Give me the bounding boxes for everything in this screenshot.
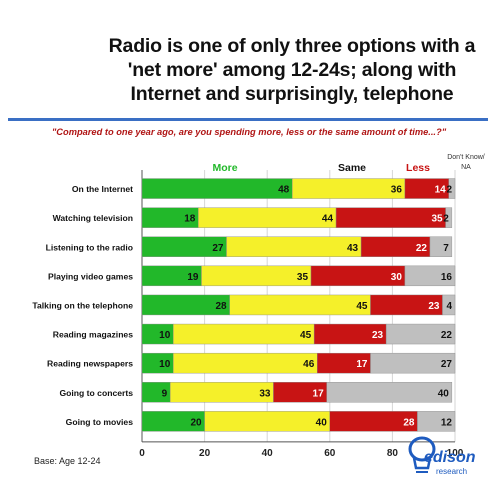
bar-segment	[385, 323, 456, 345]
bar-segment	[229, 294, 371, 316]
data-label: 36	[391, 185, 403, 196]
data-label: 7	[443, 243, 449, 254]
data-label: 30	[391, 272, 403, 283]
data-label: 28	[403, 417, 415, 428]
data-label: 48	[278, 185, 290, 196]
bar-segment	[169, 382, 274, 403]
data-label: 22	[441, 330, 453, 341]
bar-segment	[141, 178, 293, 199]
bar-segment	[442, 294, 456, 316]
title-line: 'net more' among 12-24s; along with	[127, 59, 457, 81]
legend-label: More	[212, 162, 237, 174]
bar-segment	[173, 323, 315, 345]
title-line: Internet and surprisingly, telephone	[130, 83, 454, 105]
category-label: Listening to the radio	[46, 242, 133, 252]
x-tick-label: 0	[139, 448, 145, 459]
data-label: 2	[443, 214, 449, 225]
data-label: 10	[159, 359, 171, 370]
data-label: 18	[184, 214, 196, 225]
bar-segment	[370, 352, 456, 374]
data-label: 27	[441, 359, 453, 370]
edison-logo: edison research	[408, 436, 476, 476]
data-label: 14	[435, 185, 447, 196]
data-label: 17	[356, 359, 368, 370]
bar-segment	[204, 411, 331, 432]
base-note: Base: Age 12-24	[34, 456, 101, 466]
category-label: Playing video games	[48, 271, 133, 281]
legend-label: Don't Know/	[447, 154, 485, 161]
bar-segment	[292, 178, 406, 199]
data-label: 10	[159, 330, 171, 341]
logo-sub: research	[436, 467, 467, 476]
data-label: 45	[300, 330, 312, 341]
bar-segment	[448, 178, 456, 199]
bar-segment	[417, 411, 456, 432]
data-label: 22	[416, 243, 428, 254]
data-label: 9	[162, 388, 168, 399]
data-label: 2	[446, 185, 452, 196]
data-label: 12	[441, 417, 453, 428]
bar-segment	[173, 352, 318, 374]
title-divider	[8, 118, 488, 121]
category-label: Going to movies	[66, 417, 134, 427]
bar-segment	[335, 207, 446, 228]
category-label: On the Internet	[72, 184, 133, 194]
data-label: 44	[322, 214, 334, 225]
logo-word: edison	[424, 449, 476, 466]
chart-title: Radio is one of only three options with …	[96, 34, 488, 106]
survey-question: "Compared to one year ago, are you spend…	[51, 127, 447, 137]
x-tick-label: 20	[199, 448, 211, 459]
data-label: 40	[438, 388, 450, 399]
bar-segment	[201, 265, 312, 287]
bar-segment	[429, 236, 453, 257]
legend-label: Same	[338, 162, 366, 174]
title-line: Radio is one of only three options with …	[108, 35, 476, 57]
category-label: Going to concerts	[59, 388, 133, 398]
data-label: 46	[303, 359, 315, 370]
category-label: Reading magazines	[53, 330, 133, 340]
legend-label: Less	[406, 162, 430, 174]
category-label: Watching television	[53, 213, 133, 223]
bar-segment	[198, 207, 337, 228]
data-label: 4	[446, 301, 452, 312]
data-label: 23	[428, 301, 440, 312]
bar-segment	[404, 265, 456, 287]
data-label: 43	[347, 243, 359, 254]
data-label: 20	[190, 417, 202, 428]
data-label: 27	[212, 243, 224, 254]
data-label: 40	[316, 417, 328, 428]
data-label: 45	[356, 301, 368, 312]
data-label: 35	[431, 214, 443, 225]
lightbulb-icon	[408, 436, 436, 473]
category-label: Reading newspapers	[47, 359, 133, 369]
data-label: 23	[372, 330, 384, 341]
legend-label: NA	[461, 164, 471, 171]
data-label: 17	[313, 388, 325, 399]
x-tick-label: 40	[262, 448, 274, 459]
x-tick-label: 60	[324, 448, 336, 459]
data-label: 16	[441, 272, 453, 283]
x-tick-label: 80	[387, 448, 399, 459]
data-label: 19	[187, 272, 199, 283]
data-label: 35	[297, 272, 309, 283]
data-label: 28	[216, 301, 228, 312]
data-label: 33	[259, 388, 271, 399]
bar-segment	[445, 207, 453, 228]
bar-segment	[226, 236, 362, 257]
category-label: Talking on the telephone	[32, 300, 133, 310]
bar-segment	[326, 382, 453, 403]
x-tick-label: 100	[447, 448, 464, 459]
